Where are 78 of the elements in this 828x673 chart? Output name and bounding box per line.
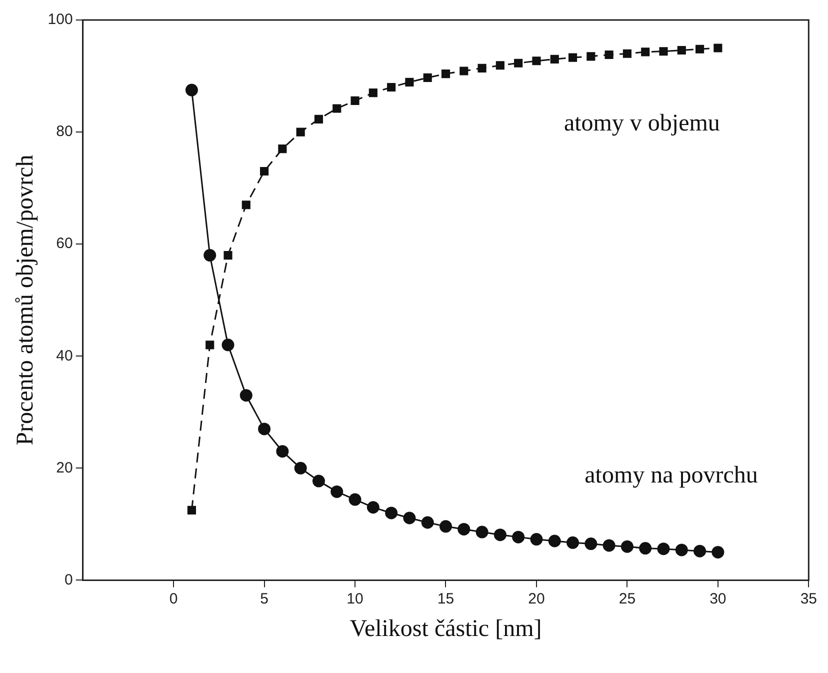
point xyxy=(659,47,668,56)
point xyxy=(206,340,214,350)
point xyxy=(460,66,468,76)
x-tick-label: 10 xyxy=(346,590,364,608)
point xyxy=(423,73,432,82)
x-tick-label: 20 xyxy=(528,590,545,608)
x-axis-title: Velikost částic [nm] xyxy=(350,616,542,642)
x-tick-label: 5 xyxy=(260,590,268,608)
point xyxy=(458,522,470,536)
point xyxy=(294,462,307,474)
y-tick-label: 60 xyxy=(56,235,73,252)
point xyxy=(714,44,722,52)
point xyxy=(602,539,616,552)
point xyxy=(639,542,652,555)
point xyxy=(712,546,724,558)
point xyxy=(622,49,632,58)
point xyxy=(403,512,416,524)
point xyxy=(586,52,596,61)
y-tick-label: 80 xyxy=(56,123,73,140)
point xyxy=(675,544,688,556)
point xyxy=(620,540,634,553)
point xyxy=(242,200,250,210)
point xyxy=(548,534,561,548)
point xyxy=(332,104,342,113)
y-tick-label: 40 xyxy=(56,347,73,364)
point xyxy=(694,544,706,558)
x-tick-label: 0 xyxy=(169,590,178,608)
point xyxy=(478,64,486,72)
point xyxy=(276,445,289,458)
point xyxy=(550,54,559,64)
x-tick-label: 25 xyxy=(618,590,636,608)
point xyxy=(514,58,523,68)
point xyxy=(641,48,650,56)
point xyxy=(387,82,396,92)
point xyxy=(224,251,232,260)
point xyxy=(350,96,360,105)
point xyxy=(278,144,287,154)
y-tick-label: 20 xyxy=(56,459,73,476)
point xyxy=(532,56,541,66)
point xyxy=(512,530,525,544)
point xyxy=(240,389,252,402)
point xyxy=(568,53,578,62)
y-tick-label: 100 xyxy=(48,11,73,28)
x-tick-label: 35 xyxy=(800,590,817,608)
text: atomy na povrchu xyxy=(584,462,758,488)
point xyxy=(496,61,504,70)
point xyxy=(441,69,450,78)
point xyxy=(368,88,378,98)
point xyxy=(385,506,398,520)
point xyxy=(405,78,414,86)
point xyxy=(330,485,344,498)
point xyxy=(421,516,434,529)
point xyxy=(566,536,580,549)
point xyxy=(258,422,271,436)
point xyxy=(476,526,488,538)
point xyxy=(312,474,325,488)
point xyxy=(204,249,216,262)
x-tick-label: 15 xyxy=(437,590,454,608)
point xyxy=(439,520,452,533)
point xyxy=(314,114,324,124)
point xyxy=(696,44,704,54)
point xyxy=(222,338,234,352)
point xyxy=(604,50,614,60)
point xyxy=(530,533,543,546)
y-tick-label: 0 xyxy=(64,571,73,588)
point xyxy=(494,528,506,542)
point xyxy=(366,501,380,514)
x-tick-label: 30 xyxy=(710,590,726,608)
point xyxy=(677,46,686,55)
point xyxy=(296,128,305,136)
y-axis-title: Procento atomů objem/povrch xyxy=(12,154,39,446)
point xyxy=(348,493,362,506)
point xyxy=(260,166,269,176)
point xyxy=(185,84,198,96)
point xyxy=(584,538,598,550)
series-label: atomy v objemu xyxy=(564,110,720,136)
point xyxy=(187,506,196,514)
point xyxy=(657,542,670,556)
